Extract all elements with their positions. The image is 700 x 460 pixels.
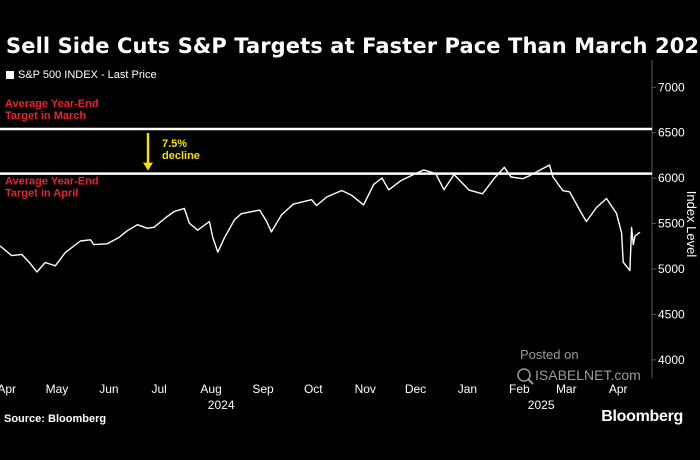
series-line [0,164,641,273]
x-year-label: 2024 [208,398,235,412]
arrow-head-icon [143,162,153,171]
x-tick-label: Jan [458,382,477,396]
x-tick-label: Aug [200,382,221,396]
x-axis: Apr May Jun Jul Aug Sep Oct Nov Dec Jan Feb Mar Apr 2… [0,382,628,412]
decline-arrow: 7.5% decline [143,133,200,171]
y-axis-label: Index Level [684,191,699,258]
legend-swatch [6,71,14,79]
y-axis: 4000 4500 5000 5500 6000 6500 7000 [652,80,685,367]
y-tick-label: 7000 [658,80,685,94]
x-tick-label: Feb [509,382,530,396]
y-tick-label: 4500 [658,307,685,321]
x-tick-label: Apr [609,382,628,396]
x-tick-label: Mar [556,382,577,396]
y-tick-label: 6000 [658,171,685,185]
bloomberg-logo: Bloomberg [601,408,683,425]
y-tick-label: 4000 [658,353,685,367]
x-year-label: 2025 [528,398,555,412]
x-tick-label: Sep [252,382,274,396]
x-tick-label: May [46,382,69,396]
x-tick-label: Jun [99,382,118,396]
x-tick-label: Dec [405,382,426,396]
y-tick-label: 5500 [658,217,685,231]
y-tick-label: 6500 [658,126,685,140]
legend-label: S&P 500 INDEX - Last Price [18,69,157,81]
chart-title: Sell Side Cuts S&P Targets at Faster Pac… [6,34,700,58]
x-tick-label: Nov [355,382,376,396]
source-note: Source: Bloomberg [4,413,107,425]
reference-line-label: Average Year-End Target in April [5,176,99,200]
x-tick-label: Oct [304,382,323,396]
watermark-line2: ISABELNET.com [535,367,641,383]
series-group [0,164,641,273]
decline-annotation: 7.5% decline [162,138,200,162]
watermark-line1: Posted on [520,347,579,362]
watermark-logo-icon [517,368,534,385]
x-tick-label: Jul [151,382,166,396]
y-tick-label: 5000 [658,262,685,276]
x-tick-label: Apr [0,382,16,396]
reference-line-label: Average Year-End Target in March [5,98,99,122]
legend: S&P 500 INDEX - Last Price [6,69,157,81]
reference-lines: Average Year-End Target in March Average Y… [0,98,652,200]
